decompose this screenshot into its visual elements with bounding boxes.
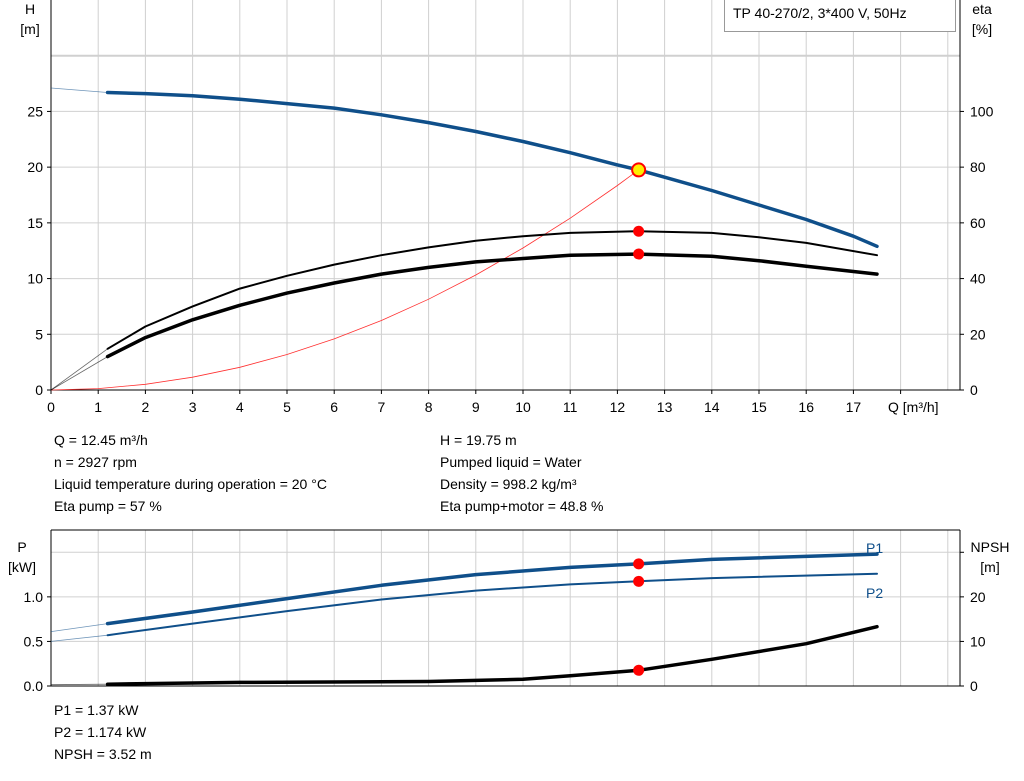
p2-curve-extrapolated [50,634,108,642]
info-eta-pump: Eta pump = 57 % [54,498,162,514]
left-tick-label: 25 [27,103,43,119]
head-curve-extrapolated [50,87,108,93]
right-tick-label: 10 [970,633,986,649]
left-tick-label: 15 [27,215,43,231]
left-axis-label: H [25,1,35,17]
duty-point [633,664,645,676]
x-tick-label: 7 [378,399,386,415]
x-tick-label: 11 [563,399,578,415]
p2-curve [106,572,878,637]
left-axis-unit: [m] [20,21,39,37]
info-right: H = 19.75 m Pumped liquid = Water Densit… [440,429,603,517]
left-tick-label: 20 [27,159,43,175]
x-tick-label: 4 [236,399,244,415]
pump-title-box: TP 40-270/2, 3*400 V, 50Hz [724,0,956,32]
right-axis-label: NPSH [971,539,1010,555]
x-tick-label: 13 [657,399,673,415]
duty-point [633,575,645,587]
x-tick-label: 1 [94,399,102,415]
left-axis-unit: [kW] [8,559,36,575]
right-tick-label: 0 [970,678,978,694]
info-left: Q = 12.45 m³/h n = 2927 rpm Liquid tempe… [54,429,327,517]
info-h: H = 19.75 m [440,432,517,448]
right-axis-unit: [%] [972,21,992,37]
x-tick-label: 10 [515,399,531,415]
x-tick-label: 0 [47,399,55,415]
right-tick-label: 100 [970,103,994,119]
right-tick-label: 60 [970,215,986,231]
p1-curve-extrapolated [50,623,108,632]
left-tick-label: 0.5 [24,633,44,649]
x-axis-label: Q [m³/h] [888,399,939,415]
left-tick-label: 0 [35,382,43,398]
info-npsh: NPSH = 3.52 m [54,746,152,762]
x-tick-label: 9 [472,399,480,415]
duty-point [633,225,645,237]
eta-pump-motor-curve [105,252,879,359]
x-tick-label: 3 [189,399,197,415]
duty-point [633,248,645,260]
x-tick-label: 12 [610,399,626,415]
eta-pump-motor-curve-extrapolated [50,356,108,391]
head-curve [105,90,879,249]
p1-series-label: P1 [866,540,883,556]
eta-pump-curve-extrapolated [50,348,108,391]
info-density: Density = 998.2 kg/m³ [440,476,577,492]
duty-point [631,162,647,178]
left-tick-label: 0.0 [24,678,44,694]
npsh-curve-extrapolated [50,683,108,686]
right-axis-label: eta [972,1,992,17]
info-liquid: Pumped liquid = Water [440,454,582,470]
left-axis-label: P [17,539,26,555]
info-eta-total: Eta pump+motor = 48.8 % [440,498,604,514]
info-p2: P2 = 1.174 kW [54,724,147,740]
right-tick-label: 0 [970,382,978,398]
eta-pump-curve [106,230,878,350]
system-curve [50,169,639,391]
right-tick-label: 20 [970,326,986,342]
x-tick-label: 2 [142,399,150,415]
x-tick-label: 17 [846,399,862,415]
p1-curve [105,552,879,626]
x-tick-label: 14 [704,399,720,415]
left-tick-label: 1.0 [24,589,44,605]
right-tick-label: 40 [970,271,986,287]
npsh-curve [105,624,879,686]
info-temp: Liquid temperature during operation = 20… [54,476,327,492]
x-tick-label: 8 [425,399,433,415]
p2-series-label: P2 [866,585,883,601]
right-axis-unit: [m] [980,559,999,575]
info-n: n = 2927 rpm [54,454,137,470]
x-tick-label: 15 [751,399,767,415]
x-tick-label: 5 [283,399,291,415]
left-tick-label: 5 [35,326,43,342]
duty-point [633,558,645,570]
x-tick-label: 16 [798,399,814,415]
info-p1: P1 = 1.37 kW [54,702,139,718]
left-tick-label: 10 [27,271,43,287]
x-tick-label: 6 [330,399,338,415]
right-tick-label: 20 [970,589,986,605]
info-q: Q = 12.45 m³/h [54,432,148,448]
info-bottom: P1 = 1.37 kW P2 = 1.174 kW NPSH = 3.52 m [54,699,152,765]
right-tick-label: 80 [970,159,986,175]
